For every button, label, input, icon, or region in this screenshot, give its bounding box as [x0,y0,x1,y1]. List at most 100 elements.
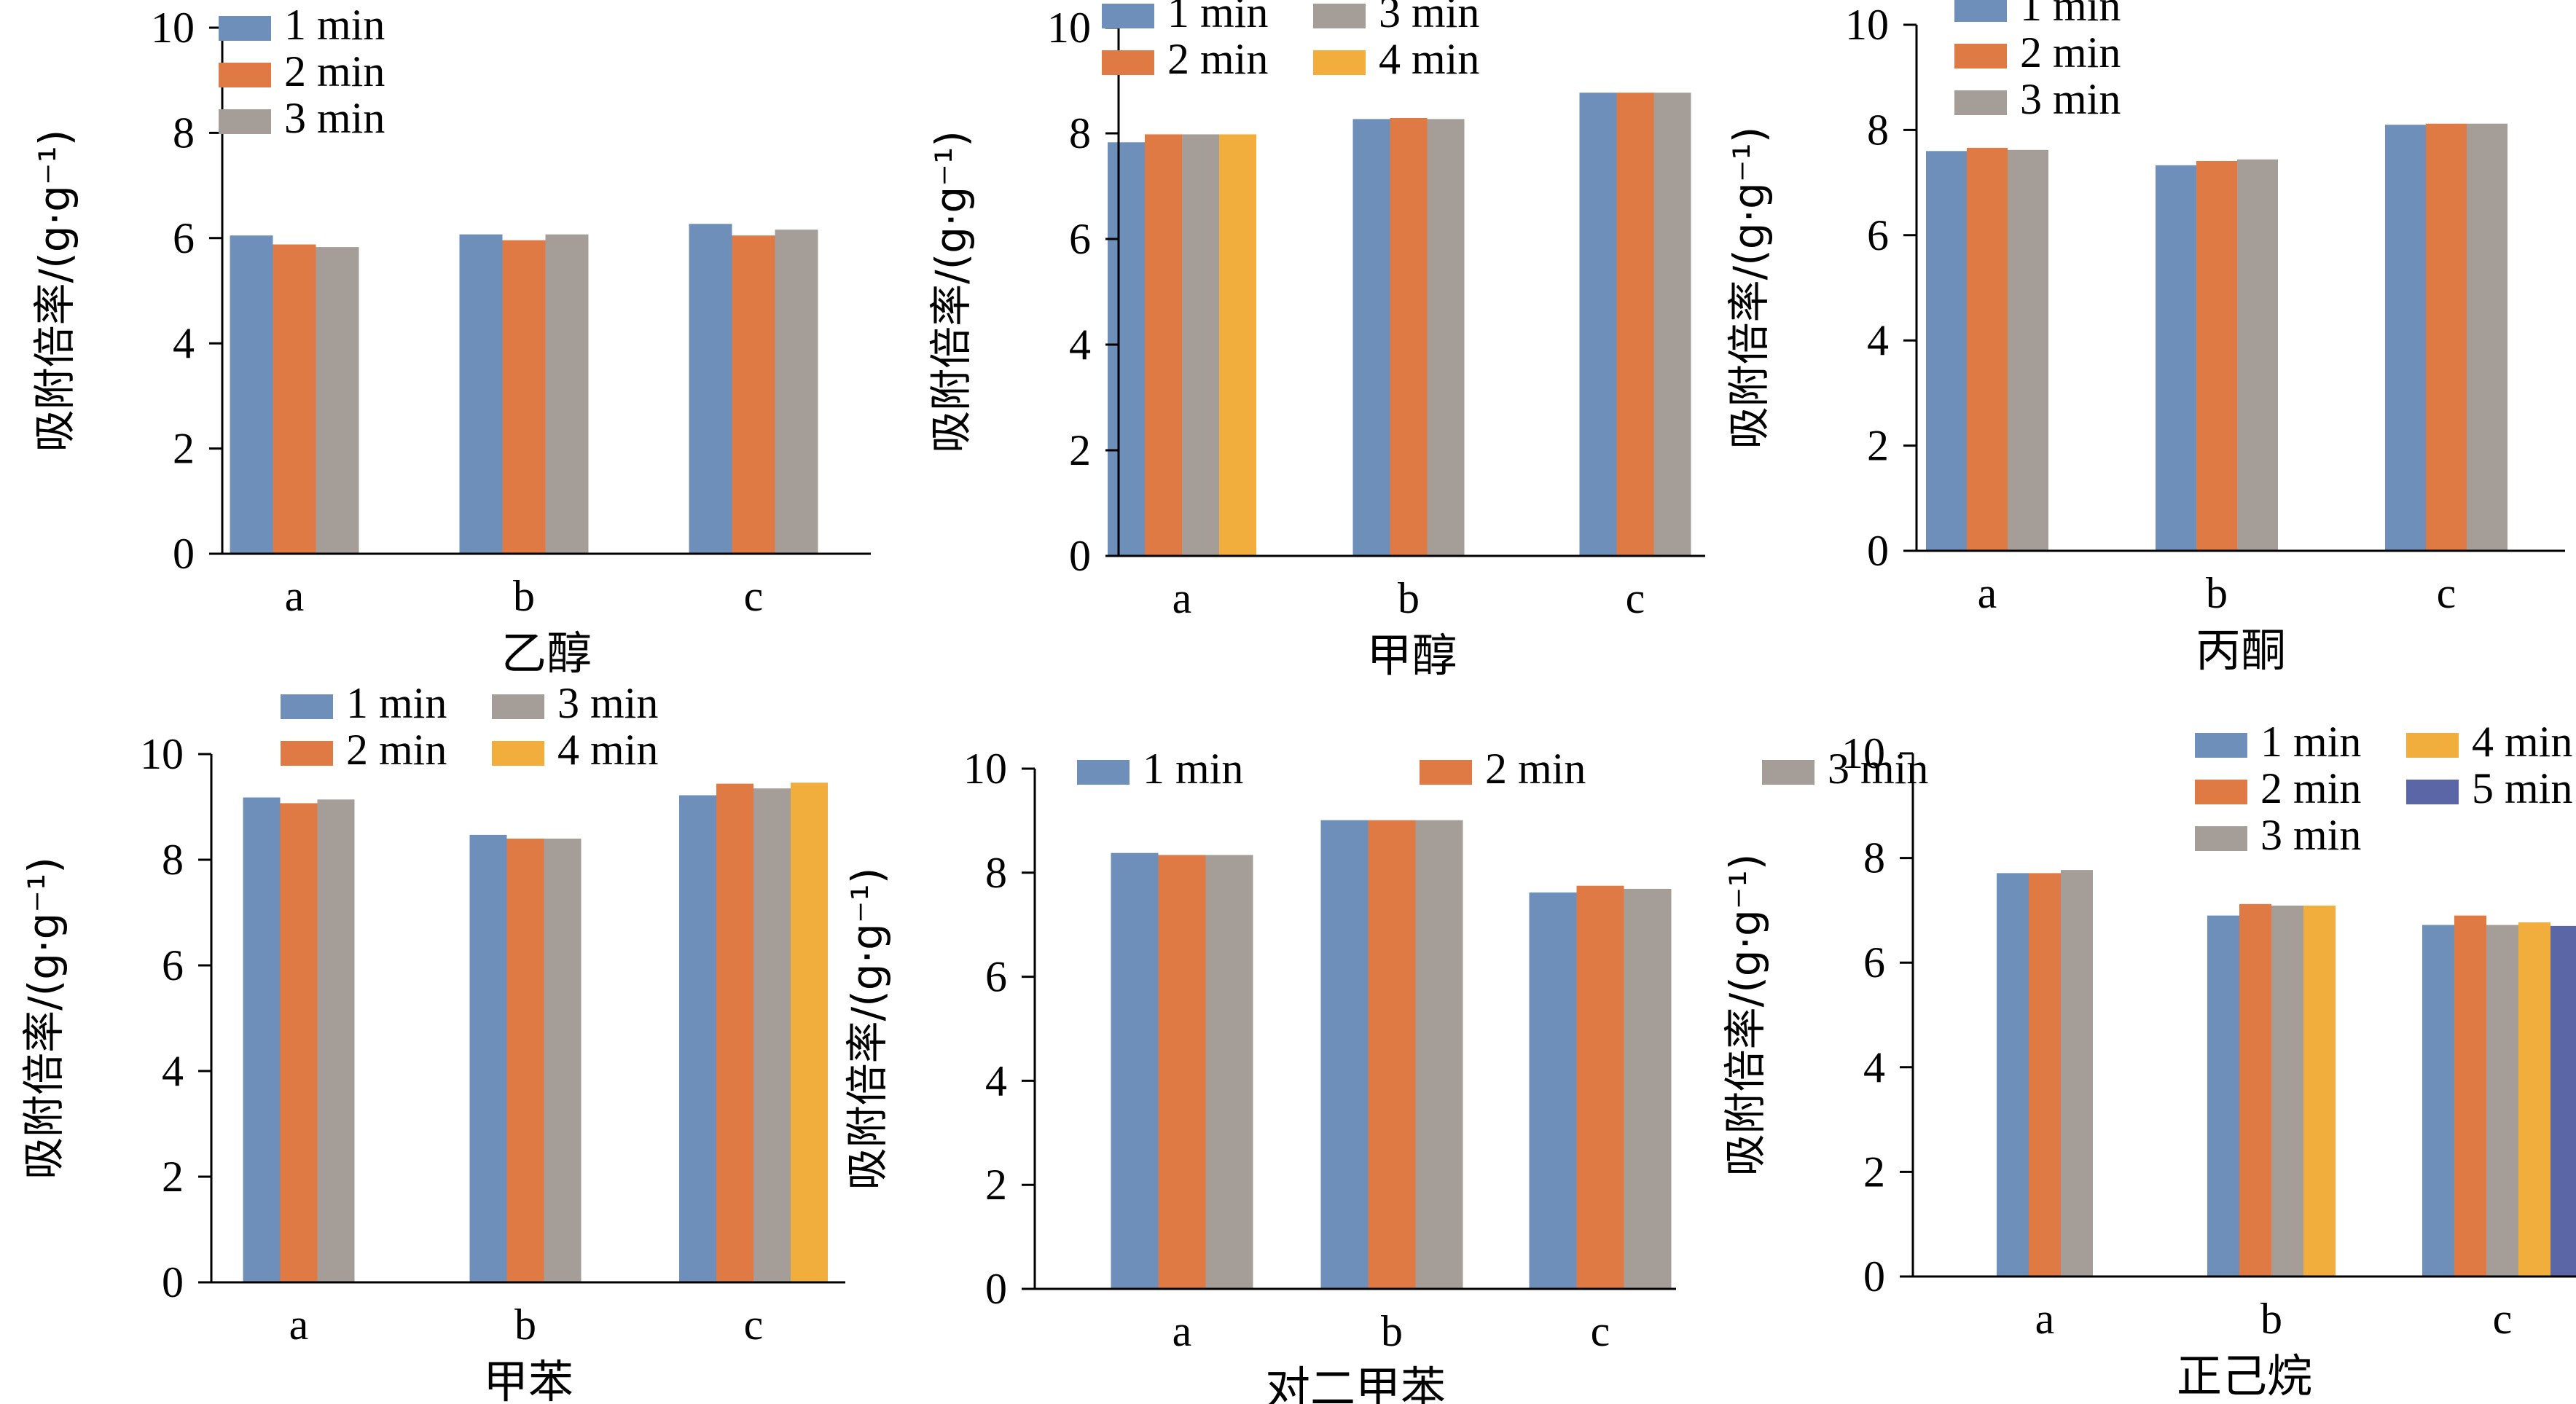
x-tick-label-b: b [1381,1307,1403,1355]
legend-swatch-3min [492,694,544,719]
y-tick-label: 4 [1867,316,1889,364]
bar-a-1min [1997,873,2029,1276]
bar-b-1min [1320,820,1369,1289]
bar-b-1min [2207,915,2239,1276]
legend-swatch-1min [1077,760,1130,785]
bar-c-1min [1579,93,1617,556]
x-tick-label-a: a [2035,1295,2055,1343]
y-axis-label: 吸附倍率/(g·g⁻¹) [1724,127,1774,450]
bar-b-2min [1368,820,1416,1289]
bar-a-2min [2029,873,2061,1276]
legend-swatch-4min [1313,50,1366,75]
y-tick-label: 2 [1069,426,1091,474]
bar-c-3min [753,788,791,1282]
bar-c-3min [2486,925,2518,1276]
y-tick-label: 10 [1845,1,1889,49]
legend-swatch-2min [1102,50,1154,75]
y-tick-label: 10 [140,730,184,778]
bar-b-3min [1427,119,1465,556]
bar-b-3min [1415,820,1463,1289]
bar-a-1min [1108,142,1145,557]
y-tick-label: 8 [1863,834,1885,882]
y-axis-label: 吸附倍率/(g·g⁻¹) [842,868,892,1191]
bar-c-2min [732,235,775,554]
bar-a-3min [2061,870,2093,1276]
legend-swatch-5min [2406,780,2459,804]
legend-label-3min: 3 min [557,679,658,727]
x-tick-label-b: b [513,572,535,620]
legend-label-3min: 3 min [2020,75,2121,123]
legend-swatch-2min [1420,760,1472,785]
bar-c-3min [2467,123,2508,551]
y-tick-label: 8 [173,109,195,157]
legend-label-4min: 4 min [557,726,658,774]
x-tick-label-b: b [2206,569,2228,617]
y-tick-label: 0 [1863,1252,1885,1301]
y-tick-label: 10 [963,745,1007,793]
bar-a-1min [230,235,273,554]
legend-swatch-2min [219,63,271,87]
legend-label-1min: 1 min [2020,0,2121,30]
y-tick-label: 0 [173,530,195,578]
y-tick-label: 6 [173,214,195,262]
bar-a-2min [1145,134,1182,556]
bar-a-1min [243,797,281,1282]
legend-swatch-1min [1954,0,2007,22]
bar-a-2min [280,803,318,1282]
legend-label-2min: 2 min [1485,745,1586,793]
bar-c-3min [1624,888,1672,1289]
y-axis-label: 吸附倍率/(g·g⁻¹) [30,130,79,452]
bar-c-1min [2385,125,2426,551]
y-tick-label: 2 [162,1153,184,1201]
x-tick-label-c: c [744,1301,764,1349]
y-tick-label: 0 [162,1258,184,1306]
y-tick-label: 8 [985,849,1007,897]
legend-swatch-4min [492,741,544,766]
legend-label-5min: 5 min [2472,764,2572,812]
legend-swatch-1min [219,16,271,41]
y-axis-label: 吸附倍率/(g·g⁻¹) [19,857,68,1180]
x-axis-label: 丙酮 [2196,624,2286,677]
y-tick-label: 0 [1867,527,1889,575]
bar-b-3min [544,839,582,1282]
y-tick-label: 8 [1867,106,1889,154]
x-tick-label-b: b [514,1301,536,1349]
legend-label-2min: 2 min [1167,35,1268,83]
bar-b-3min [545,234,589,554]
y-tick-label: 4 [985,1056,1007,1105]
x-tick-label-a: a [1172,574,1192,622]
legend-swatch-4min [2406,733,2459,758]
bar-b-1min [1352,119,1390,556]
legend-label-3min: 3 min [2260,811,2361,859]
legend-swatch-3min [2195,826,2247,851]
bar-c-1min [2422,925,2454,1276]
bar-b-2min [2196,161,2237,551]
bar-c-3min [775,230,818,554]
bar-a-3min [1205,855,1253,1289]
bar-c-2min [2426,123,2467,551]
x-tick-label-b: b [1398,574,1420,622]
legend-label-4min: 4 min [1379,35,1479,83]
bar-a-3min [317,799,355,1282]
y-tick-label: 2 [173,425,195,473]
y-tick-label: 8 [1069,109,1091,157]
x-tick-label-c: c [744,572,764,620]
x-tick-label-c: c [1626,574,1645,622]
legend-label-1min: 1 min [1167,0,1268,36]
y-tick-label: 2 [1867,422,1889,470]
y-tick-label: 4 [1069,321,1091,369]
y-tick-label: 2 [985,1161,1007,1209]
legend-label-1min: 1 min [2260,718,2361,766]
bar-c-3min [1653,93,1691,556]
x-axis-label: 甲醇 [1366,629,1457,682]
bar-c-5min [2550,925,2576,1276]
y-tick-label: 2 [1863,1148,1885,1196]
y-axis-label: 吸附倍率/(g·g⁻¹) [1720,854,1770,1177]
y-tick-label: 10 [1047,4,1091,52]
y-tick-label: 4 [173,319,195,367]
legend-swatch-3min [1313,4,1366,28]
